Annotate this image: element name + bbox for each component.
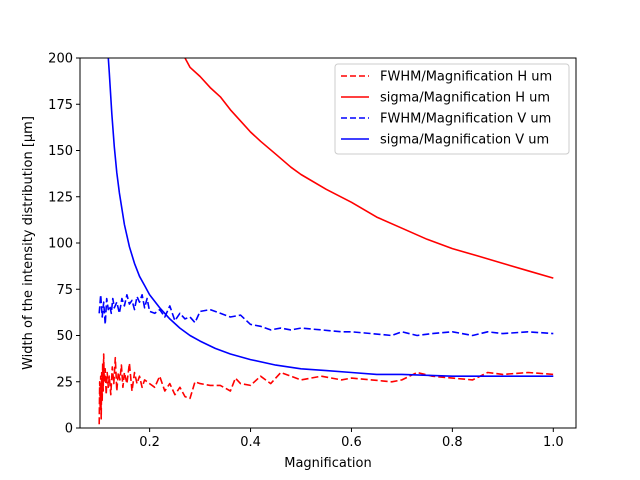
x-tick-label: 0.6 xyxy=(341,435,362,450)
x-axis-label: Magnification xyxy=(284,456,372,471)
y-tick-label: 175 xyxy=(48,98,73,113)
legend-box xyxy=(334,63,570,155)
legend-label-4: sigma/Magnification V um xyxy=(380,133,549,148)
series-line-3 xyxy=(98,293,554,337)
y-tick-label: 125 xyxy=(48,190,73,205)
y-tick-label: 50 xyxy=(56,329,73,344)
legend: FWHM/Magnification H um sigma/Magnificati… xyxy=(334,63,570,155)
legend-label-1: FWHM/Magnification H um xyxy=(380,70,552,85)
x-tick-label: 1.0 xyxy=(543,435,564,450)
y-tick-label: 200 xyxy=(48,52,73,67)
x-tick-label: 0.8 xyxy=(442,435,463,450)
x-axis-ticks: 0.2 0.4 0.6 0.8 1.0 xyxy=(139,428,564,450)
y-axis-label: Width of the intensity distribution [μm] xyxy=(21,116,36,370)
y-tick-label: 75 xyxy=(56,283,73,298)
x-tick-label: 0.4 xyxy=(240,435,261,450)
series-line-4 xyxy=(107,58,554,378)
series-line-1 xyxy=(98,353,554,425)
y-tick-label: 150 xyxy=(48,144,73,159)
legend-label-2: sigma/Magnification H um xyxy=(380,91,550,106)
series-line-2 xyxy=(184,58,554,279)
y-tick-label: 0 xyxy=(65,422,73,437)
y-axis-ticks: 0 25 50 75 100 125 150 175 200 xyxy=(48,52,80,437)
x-tick-label: 0.2 xyxy=(139,435,160,450)
y-tick-label: 25 xyxy=(56,375,73,390)
legend-label-3: FWHM/Magnification V um xyxy=(380,112,551,127)
y-tick-label: 100 xyxy=(48,237,73,252)
series-group xyxy=(98,58,554,425)
